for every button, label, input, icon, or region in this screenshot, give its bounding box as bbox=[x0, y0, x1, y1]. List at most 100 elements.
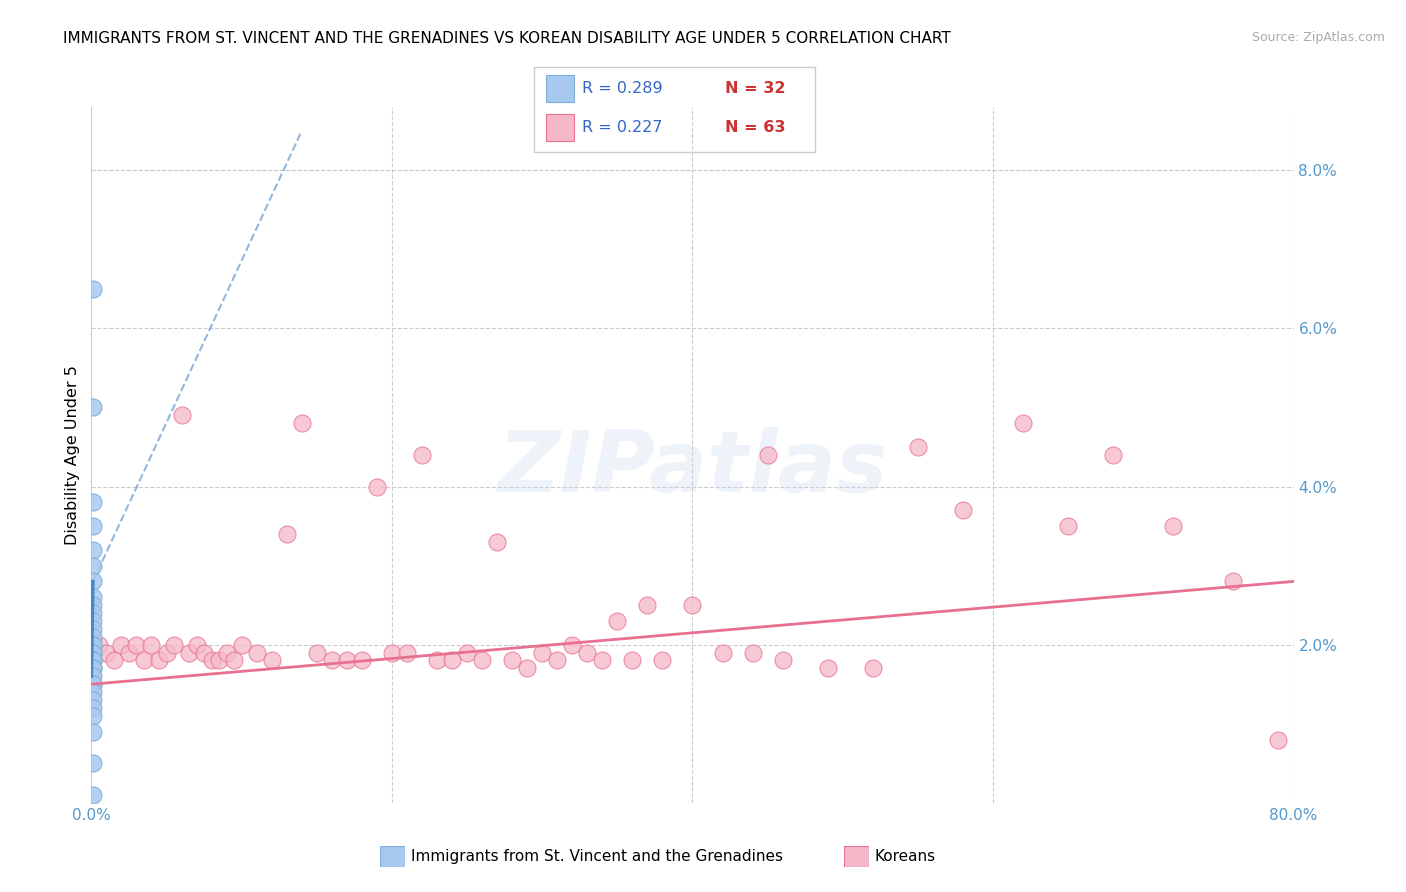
Point bbox=[82, 614, 104, 628]
Point bbox=[305, 646, 328, 660]
Point bbox=[621, 653, 644, 667]
Point bbox=[440, 653, 463, 667]
Bar bbox=[546, 114, 574, 142]
Point bbox=[201, 653, 224, 667]
Point bbox=[82, 724, 104, 739]
Point bbox=[576, 646, 599, 660]
Point bbox=[177, 646, 200, 660]
Point bbox=[82, 606, 104, 620]
Point bbox=[82, 677, 104, 691]
Point bbox=[321, 653, 343, 667]
Point bbox=[336, 653, 359, 667]
Point bbox=[82, 661, 104, 675]
Point bbox=[1222, 574, 1244, 589]
Point bbox=[82, 708, 104, 723]
Point bbox=[1102, 448, 1125, 462]
Point bbox=[486, 534, 509, 549]
Point bbox=[82, 653, 104, 667]
Point bbox=[118, 646, 141, 660]
Point bbox=[531, 646, 554, 660]
Text: Koreans: Koreans bbox=[875, 849, 935, 863]
Point bbox=[82, 693, 104, 707]
Point bbox=[276, 527, 298, 541]
Point bbox=[1057, 519, 1080, 533]
Point bbox=[231, 638, 253, 652]
Point bbox=[817, 661, 839, 675]
Point bbox=[516, 661, 538, 675]
Point bbox=[411, 448, 433, 462]
Point bbox=[82, 401, 104, 415]
Point bbox=[366, 479, 388, 493]
Point bbox=[82, 685, 104, 699]
Point bbox=[224, 653, 246, 667]
Text: IMMIGRANTS FROM ST. VINCENT AND THE GRENADINES VS KOREAN DISABILITY AGE UNDER 5 : IMMIGRANTS FROM ST. VINCENT AND THE GREN… bbox=[63, 31, 950, 46]
Point bbox=[148, 653, 170, 667]
Point bbox=[82, 677, 104, 691]
Point bbox=[1012, 417, 1035, 431]
Point bbox=[636, 598, 658, 612]
Point bbox=[606, 614, 628, 628]
Point bbox=[82, 558, 104, 573]
Point bbox=[711, 646, 734, 660]
Bar bbox=[546, 76, 574, 103]
Point bbox=[952, 503, 974, 517]
Point bbox=[395, 646, 418, 660]
Point bbox=[82, 638, 104, 652]
Point bbox=[501, 653, 523, 667]
Point bbox=[456, 646, 478, 660]
Point bbox=[1267, 732, 1289, 747]
Point bbox=[426, 653, 449, 667]
Point bbox=[82, 653, 104, 667]
Text: N = 63: N = 63 bbox=[725, 120, 786, 136]
Point bbox=[208, 653, 231, 667]
Point bbox=[82, 542, 104, 557]
Point bbox=[155, 646, 177, 660]
Point bbox=[186, 638, 208, 652]
Point bbox=[170, 409, 193, 423]
Point bbox=[82, 622, 104, 636]
Point bbox=[260, 653, 283, 667]
Point bbox=[110, 638, 132, 652]
Point bbox=[163, 638, 186, 652]
Text: R = 0.227: R = 0.227 bbox=[582, 120, 662, 136]
Point bbox=[103, 653, 125, 667]
Point bbox=[82, 646, 104, 660]
Point bbox=[1161, 519, 1184, 533]
Point bbox=[82, 756, 104, 771]
Point bbox=[215, 646, 238, 660]
Point bbox=[96, 646, 118, 660]
Point bbox=[471, 653, 494, 667]
Point bbox=[546, 653, 568, 667]
Text: Immigrants from St. Vincent and the Grenadines: Immigrants from St. Vincent and the Gren… bbox=[411, 849, 783, 863]
Point bbox=[82, 630, 104, 644]
Point bbox=[82, 598, 104, 612]
Point bbox=[82, 638, 104, 652]
Point bbox=[193, 646, 215, 660]
Point bbox=[82, 653, 104, 667]
Y-axis label: Disability Age Under 5: Disability Age Under 5 bbox=[65, 365, 80, 545]
Point bbox=[591, 653, 613, 667]
Point bbox=[246, 646, 269, 660]
Point bbox=[862, 661, 884, 675]
Point bbox=[291, 417, 314, 431]
Text: R = 0.289: R = 0.289 bbox=[582, 81, 662, 96]
Point bbox=[82, 495, 104, 509]
Point bbox=[82, 574, 104, 589]
Point bbox=[87, 638, 110, 652]
Text: Source: ZipAtlas.com: Source: ZipAtlas.com bbox=[1251, 31, 1385, 45]
Text: ZIPatlas: ZIPatlas bbox=[498, 427, 887, 510]
Point bbox=[681, 598, 703, 612]
Point bbox=[350, 653, 373, 667]
Point bbox=[82, 646, 104, 660]
Point bbox=[561, 638, 583, 652]
Point bbox=[756, 448, 779, 462]
Point bbox=[82, 591, 104, 605]
Point bbox=[741, 646, 763, 660]
Point bbox=[141, 638, 163, 652]
Point bbox=[82, 661, 104, 675]
Point bbox=[772, 653, 794, 667]
Point bbox=[82, 282, 104, 296]
Point bbox=[82, 669, 104, 683]
Point bbox=[82, 519, 104, 533]
Point bbox=[132, 653, 155, 667]
